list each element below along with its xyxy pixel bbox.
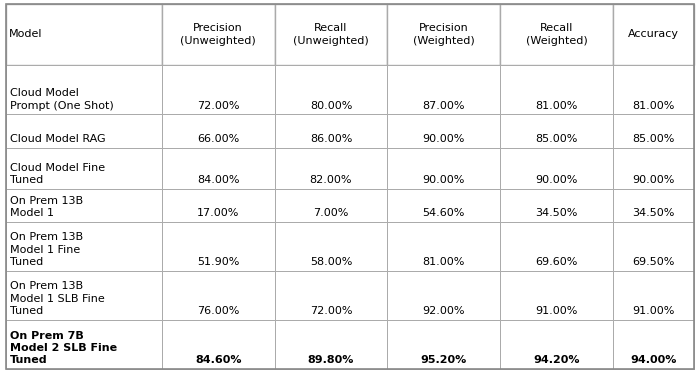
- Text: 87.00%: 87.00%: [423, 100, 465, 110]
- Bar: [500, 114, 613, 148]
- Bar: [613, 4, 694, 65]
- Text: 7.00%: 7.00%: [314, 208, 349, 218]
- Bar: [274, 4, 387, 65]
- Text: 92.00%: 92.00%: [423, 306, 465, 316]
- Bar: [613, 320, 694, 369]
- Bar: [162, 320, 274, 369]
- Bar: [500, 320, 613, 369]
- Text: 69.50%: 69.50%: [632, 257, 675, 267]
- Bar: [274, 148, 387, 189]
- Bar: [387, 189, 500, 222]
- Bar: [162, 4, 274, 65]
- Bar: [613, 189, 694, 222]
- Text: Cloud Model RAG: Cloud Model RAG: [10, 134, 106, 144]
- Text: 34.50%: 34.50%: [536, 208, 578, 218]
- Bar: [162, 271, 274, 320]
- Text: 89.80%: 89.80%: [308, 355, 354, 365]
- Text: 90.00%: 90.00%: [423, 175, 465, 185]
- Text: Accuracy: Accuracy: [628, 29, 679, 39]
- Text: 90.00%: 90.00%: [632, 175, 675, 185]
- Text: 90.00%: 90.00%: [423, 134, 465, 144]
- Text: 90.00%: 90.00%: [536, 175, 578, 185]
- Text: 69.60%: 69.60%: [536, 257, 578, 267]
- Bar: [274, 114, 387, 148]
- Bar: [274, 65, 387, 114]
- Bar: [500, 222, 613, 271]
- Bar: [6, 114, 162, 148]
- Bar: [6, 222, 162, 271]
- Text: 94.20%: 94.20%: [533, 355, 580, 365]
- Bar: [6, 65, 162, 114]
- Text: Recall
(Unweighted): Recall (Unweighted): [293, 23, 369, 46]
- Text: 85.00%: 85.00%: [632, 134, 675, 144]
- Bar: [162, 114, 274, 148]
- Bar: [500, 4, 613, 65]
- Bar: [274, 222, 387, 271]
- Bar: [613, 65, 694, 114]
- Text: 86.00%: 86.00%: [310, 134, 352, 144]
- Text: On Prem 13B
Model 1: On Prem 13B Model 1: [10, 196, 83, 218]
- Bar: [6, 148, 162, 189]
- Text: 80.00%: 80.00%: [310, 100, 352, 110]
- Text: 51.90%: 51.90%: [197, 257, 239, 267]
- Text: 58.00%: 58.00%: [310, 257, 352, 267]
- Bar: [387, 222, 500, 271]
- Bar: [613, 148, 694, 189]
- Text: 66.00%: 66.00%: [197, 134, 239, 144]
- Bar: [613, 114, 694, 148]
- Bar: [274, 320, 387, 369]
- Text: 72.00%: 72.00%: [309, 306, 352, 316]
- Text: 54.60%: 54.60%: [423, 208, 465, 218]
- Bar: [387, 320, 500, 369]
- Bar: [387, 65, 500, 114]
- Bar: [162, 148, 274, 189]
- Bar: [274, 271, 387, 320]
- Text: 76.00%: 76.00%: [197, 306, 239, 316]
- Text: Precision
(Weighted): Precision (Weighted): [413, 23, 475, 46]
- Text: On Prem 13B
Model 1 Fine
Tuned: On Prem 13B Model 1 Fine Tuned: [10, 232, 83, 267]
- Text: 85.00%: 85.00%: [536, 134, 578, 144]
- Bar: [6, 4, 162, 65]
- Text: 34.50%: 34.50%: [632, 208, 675, 218]
- Text: 81.00%: 81.00%: [423, 257, 465, 267]
- Bar: [613, 271, 694, 320]
- Text: 81.00%: 81.00%: [536, 100, 578, 110]
- Text: 91.00%: 91.00%: [536, 306, 578, 316]
- Bar: [500, 65, 613, 114]
- Bar: [162, 222, 274, 271]
- Text: On Prem 13B
Model 1 SLB Fine
Tuned: On Prem 13B Model 1 SLB Fine Tuned: [10, 282, 104, 316]
- Bar: [500, 148, 613, 189]
- Bar: [613, 222, 694, 271]
- Bar: [6, 320, 162, 369]
- Text: 82.00%: 82.00%: [309, 175, 352, 185]
- Bar: [162, 65, 274, 114]
- Bar: [387, 148, 500, 189]
- Bar: [6, 189, 162, 222]
- Text: 94.00%: 94.00%: [631, 355, 677, 365]
- Bar: [274, 189, 387, 222]
- Bar: [162, 189, 274, 222]
- Text: 17.00%: 17.00%: [197, 208, 239, 218]
- Text: Cloud Model Fine
Tuned: Cloud Model Fine Tuned: [10, 163, 105, 185]
- Bar: [6, 271, 162, 320]
- Bar: [500, 189, 613, 222]
- Text: 84.00%: 84.00%: [197, 175, 239, 185]
- Bar: [500, 271, 613, 320]
- Text: 95.20%: 95.20%: [421, 355, 467, 365]
- Text: Cloud Model
Prompt (One Shot): Cloud Model Prompt (One Shot): [10, 88, 113, 110]
- Bar: [387, 4, 500, 65]
- Text: 81.00%: 81.00%: [632, 100, 675, 110]
- Text: 91.00%: 91.00%: [632, 306, 675, 316]
- Text: 72.00%: 72.00%: [197, 100, 239, 110]
- Bar: [387, 271, 500, 320]
- Text: Model: Model: [9, 29, 43, 39]
- Text: Recall
(Weighted): Recall (Weighted): [526, 23, 587, 46]
- Text: Precision
(Unweighted): Precision (Unweighted): [181, 23, 256, 46]
- Text: 84.60%: 84.60%: [195, 355, 242, 365]
- Bar: [387, 114, 500, 148]
- Text: On Prem 7B
Model 2 SLB Fine
Tuned: On Prem 7B Model 2 SLB Fine Tuned: [10, 330, 117, 365]
